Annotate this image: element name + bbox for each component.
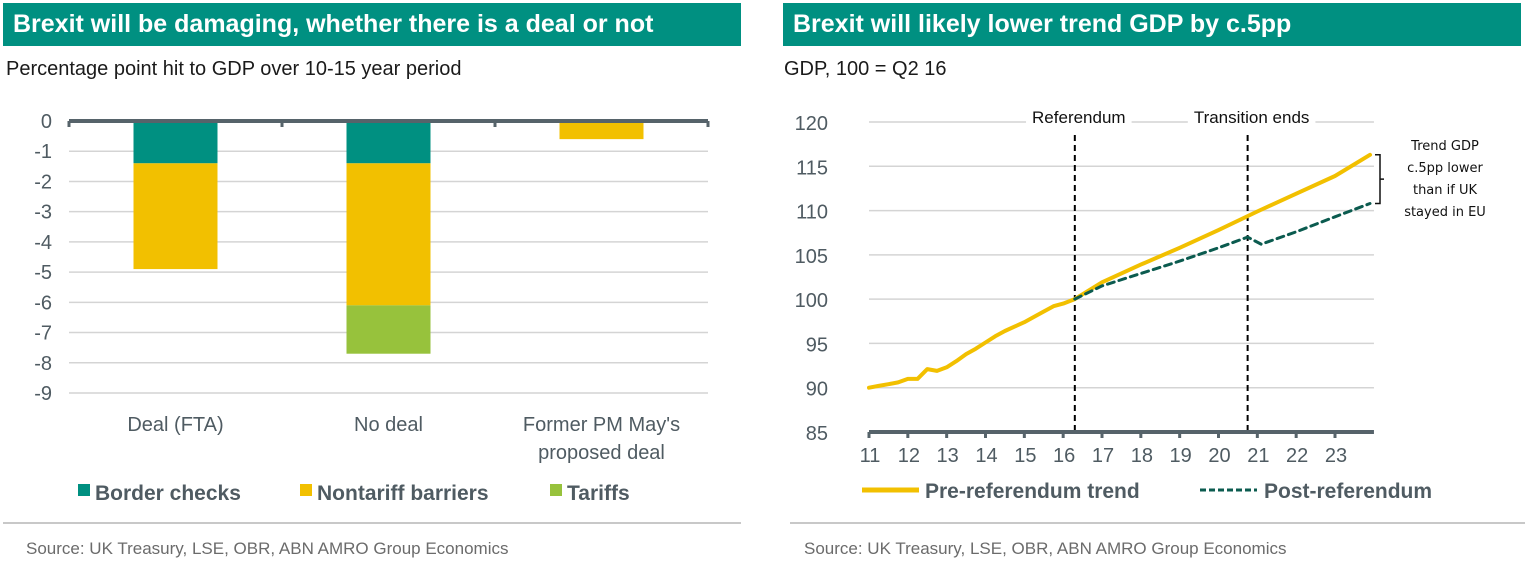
- left-chart-title: Brexit will be damaging, whether there i…: [3, 3, 741, 46]
- y-tick-label: 110: [796, 202, 828, 224]
- legend-swatch: [78, 484, 90, 496]
- x-category-label: proposed deal: [538, 442, 665, 464]
- bracket-note-line: Trend GDP: [1410, 139, 1479, 154]
- y-tick-label: -4: [34, 232, 52, 254]
- annotation-label: Referendum: [1032, 108, 1126, 127]
- annotation-label: Transition ends: [1194, 108, 1310, 127]
- bar-segment-border-checks: [346, 121, 431, 164]
- legend-label: Nontariff barriers: [317, 482, 489, 505]
- right-chart-title: Brexit will likely lower trend GDP by c.…: [783, 3, 1521, 46]
- bracket-icon: [1375, 154, 1384, 205]
- bar-segment-border-checks: [133, 121, 218, 164]
- y-tick-label: 0: [41, 111, 52, 133]
- annotation-label-bg: [1187, 108, 1316, 127]
- y-tick-label: 85: [806, 423, 828, 445]
- legend-label: Tariffs: [567, 482, 630, 505]
- right-chart-subtitle: GDP, 100 = Q2 16: [784, 58, 947, 80]
- x-tick-label: 14: [975, 445, 997, 467]
- x-tick-label: 18: [1131, 445, 1153, 467]
- x-category-label: No deal: [354, 414, 423, 436]
- x-category-label: Former PM May's: [523, 414, 680, 436]
- y-tick-label: -5: [34, 262, 52, 284]
- right-divider: [790, 522, 1525, 524]
- x-tick-label: 21: [1247, 445, 1269, 467]
- legend-label: Post-referendum: [1264, 480, 1432, 503]
- left-chart-panel: Brexit will be damaging, whether there i…: [0, 0, 760, 575]
- series-line-post-referendum: [1073, 202, 1372, 301]
- legend-swatch: [300, 484, 312, 496]
- bar-segment-nontariff-barriers: [559, 121, 644, 140]
- bar-segment-nontariff-barriers: [346, 163, 431, 306]
- annotation-label-bg: [1026, 108, 1132, 127]
- right-chart-panel: Brexit will likely lower trend GDP by c.…: [780, 0, 1525, 575]
- y-tick-label: 95: [806, 334, 828, 356]
- bar-segment-nontariff-barriers: [133, 163, 218, 270]
- left-chart-subtitle: Percentage point hit to GDP over 10-15 y…: [6, 58, 462, 80]
- x-tick-label: 12: [898, 445, 920, 467]
- legend-label: Border checks: [95, 482, 241, 505]
- y-tick-label: -6: [34, 292, 52, 314]
- bracket-note-line: than if UK: [1413, 183, 1478, 198]
- right-line-chart: 120 115 110 105 100 95 90 85 Referendum Transitio…: [795, 108, 1486, 503]
- y-tick-label: 115: [796, 157, 828, 179]
- y-tick-label: 90: [806, 379, 828, 401]
- y-tick-label: 100: [795, 290, 828, 312]
- y-tick-label: 105: [795, 246, 828, 268]
- left-divider: [3, 522, 741, 524]
- y-tick-label: -8: [34, 353, 52, 375]
- x-tick-label: 16: [1053, 445, 1075, 467]
- series-line-pre-referendum-trend: [867, 152, 1372, 390]
- legend-swatch: [550, 484, 562, 496]
- x-tick-label: 13: [937, 445, 959, 467]
- x-tick-label: 19: [1170, 445, 1192, 467]
- left-bar-chart: 0 -1 -2 -3 -4 -5 -6 -7 -8 -9 Deal (FTA) No deal Form…: [34, 111, 710, 505]
- x-tick-label: 17: [1092, 445, 1114, 467]
- y-tick-label: 120: [795, 113, 828, 135]
- y-tick-label: -9: [34, 383, 52, 405]
- y-tick-label: -1: [34, 141, 52, 163]
- x-category-label: Deal (FTA): [127, 414, 223, 436]
- x-tick-label: 15: [1014, 445, 1036, 467]
- legend-label: Pre-referendum trend: [925, 480, 1140, 503]
- x-tick-label: 11: [860, 445, 881, 467]
- y-tick-label: -7: [34, 323, 52, 345]
- x-tick-label: 22: [1286, 445, 1308, 467]
- bracket-note-line: c.5pp lower: [1407, 161, 1483, 176]
- left-source-note: Source: UK Treasury, LSE, OBR, ABN AMRO …: [26, 539, 509, 558]
- y-tick-label: -2: [34, 171, 52, 193]
- x-tick-label: 20: [1208, 445, 1230, 467]
- x-tick-label: 23: [1325, 445, 1347, 467]
- bar-segment-tariffs: [346, 305, 431, 354]
- y-tick-label: -3: [34, 202, 52, 224]
- bracket-note-line: stayed in EU: [1404, 205, 1486, 220]
- right-source-note: Source: UK Treasury, LSE, OBR, ABN AMRO …: [804, 539, 1287, 558]
